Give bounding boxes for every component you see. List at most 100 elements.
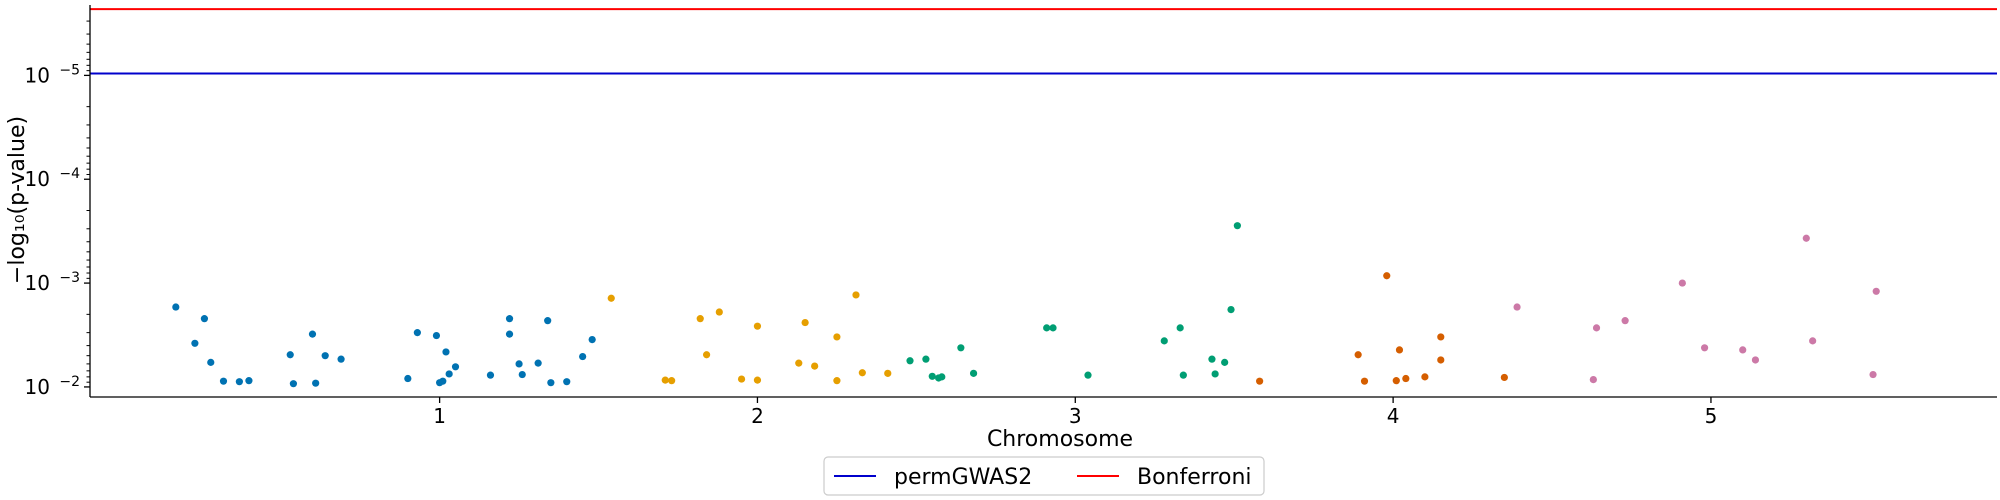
y-tick-label-1: 10 [25,271,50,295]
data-point-chr3-4 [938,373,946,381]
y-tick-exponent-2: −4 [59,166,80,182]
y-tick-label-0: 10 [25,375,50,399]
x-tick-label-4: 4 [1387,404,1400,428]
data-point-chr1-13 [404,374,412,383]
y-tick-exponent-3: −5 [59,62,80,78]
data-point-chr1-29 [563,378,571,386]
data-point-chr3-2 [928,372,936,380]
y-tick-label-3: 10 [25,63,50,87]
data-point-chr5-8 [1802,234,1810,242]
data-point-chr1-21 [486,371,495,379]
data-point-chr2-14 [852,291,860,299]
data-point-chr3-13 [1208,355,1216,363]
data-point-chr2-15 [858,369,866,377]
data-point-chr5-10 [1869,370,1877,379]
data-point-chr2-2 [668,377,676,385]
data-point-chr4-8 [1437,333,1445,341]
data-point-chr3-11 [1176,324,1184,332]
data-point-chr3-9 [1084,371,1092,379]
x-tick-label-3: 3 [1069,404,1082,428]
data-point-chr2-7 [753,322,762,330]
data-point-chr3-15 [1221,358,1229,366]
data-point-chr4-3 [1383,272,1391,280]
data-point-chr1-2 [200,315,209,323]
data-point-chr1-28 [547,379,555,387]
data-point-chr1-30 [579,352,587,361]
data-point-chr2-1 [661,376,669,384]
data-point-chr1-19 [445,370,453,378]
data-point-chr5-6 [1739,346,1747,354]
data-point-chr4-10 [1500,373,1508,382]
data-point-chr2-9 [795,359,803,367]
data-point-chr1-9 [308,330,317,338]
data-point-chr1-24 [515,360,523,368]
data-point-chr2-16 [884,369,892,377]
data-point-chr2-12 [833,333,841,341]
data-point-chr2-3 [696,315,704,323]
data-point-chr1-8 [289,380,298,388]
data-point-chr1-6 [245,377,253,385]
data-point-chr1-14 [413,329,421,337]
data-point-chr1-12 [337,355,345,363]
y-tick-exponent-0: −2 [59,374,80,390]
x-axis-label: Chromosome [987,427,1133,452]
data-point-chr2-4 [702,351,711,359]
data-point-chr3-7 [1043,324,1051,332]
data-point-chr3-14 [1211,370,1219,378]
data-point-chr5-9 [1809,337,1817,345]
data-point-chr3-5 [957,344,965,352]
legend: permGWAS2 Bonferroni [823,456,1265,496]
data-point-chr5-4 [1678,279,1686,287]
data-point-chr1-27 [544,317,552,325]
data-point-chr1-22 [505,315,514,323]
data-point-chr4-4 [1392,377,1400,385]
data-point-chr4-0 [1256,377,1264,385]
data-point-chr1-20 [451,363,460,371]
data-point-chr2-10 [801,318,809,327]
y-tick-label-2: 10 [25,167,50,191]
x-ticks: 1 2 3 4 5 [433,397,1717,428]
data-points [172,222,1880,388]
data-point-chr3-1 [922,355,930,363]
data-point-chr2-8 [753,376,762,384]
data-point-chr3-10 [1160,337,1168,345]
data-point-chr2-11 [811,362,819,370]
data-point-chr1-31 [588,335,596,344]
y-ticks: 10 −2 10 −3 10 −4 10 −5 [25,20,90,399]
data-point-chr1-3 [207,358,215,366]
data-point-chr3-8 [1049,324,1057,332]
data-point-chr1-25 [518,370,526,379]
data-point-chr5-11 [1872,287,1880,295]
data-point-chr3-17 [1233,222,1241,230]
data-point-chr1-23 [505,330,514,338]
data-point-chr2-13 [833,377,841,385]
legend-frame [823,456,1265,496]
data-point-chr5-1 [1589,376,1597,384]
data-point-chr4-6 [1402,374,1410,383]
data-point-chr1-1 [191,339,199,347]
data-point-chr1-7 [286,351,294,359]
data-point-chr1-10 [312,379,320,387]
legend-label-permgwas2: permGWAS2 [894,465,1032,490]
data-point-chr5-7 [1751,356,1760,364]
data-point-chr4-9 [1437,356,1445,364]
x-tick-label-1: 1 [433,404,446,428]
data-point-chr1-4 [219,377,228,385]
data-point-chr3-16 [1227,305,1235,314]
data-point-chr4-2 [1360,377,1369,385]
data-point-chr5-2 [1592,324,1601,332]
threshold-lines [90,8,1997,75]
data-point-chr3-0 [906,357,914,365]
data-point-chr5-5 [1700,344,1709,352]
data-point-chr1-17 [439,377,447,385]
data-point-chr5-0 [1513,303,1521,311]
data-point-chr1-15 [432,331,441,340]
data-point-chr4-5 [1395,346,1404,354]
y-axis-label: −log₁₀(p-value) [5,116,30,284]
data-point-chr2-0 [607,294,615,302]
data-point-chr1-26 [534,359,542,367]
data-point-chr2-6 [737,375,746,383]
x-tick-label-5: 5 [1705,404,1718,428]
